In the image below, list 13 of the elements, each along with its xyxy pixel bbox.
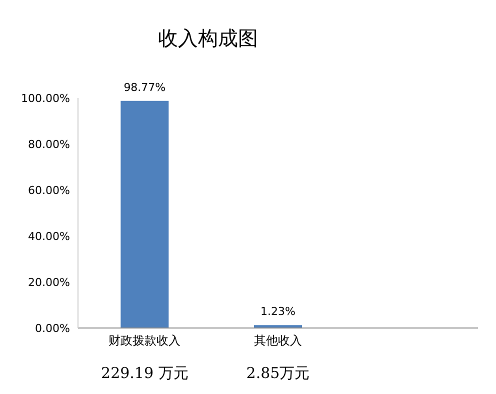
annotation: 229.19 万元 [100, 364, 190, 383]
data-label: 98.77% [124, 80, 166, 94]
y-tick-label: 60.00% [28, 184, 70, 197]
chart-title: 收入构成图 [157, 25, 259, 52]
y-tick-label: 0.00% [35, 322, 70, 335]
y-tick-label: 40.00% [28, 230, 70, 243]
y-tick-label: 100.00% [21, 92, 70, 105]
y-tick-label: 20.00% [28, 276, 70, 289]
x-tick-label: 其他收入 [254, 334, 302, 348]
y-tick-label: 80.00% [28, 138, 70, 151]
data-label: 1.23% [260, 305, 296, 318]
annotation: 2.85万元 [245, 364, 311, 383]
x-tick-label: 财政拨款收入 [108, 334, 181, 348]
